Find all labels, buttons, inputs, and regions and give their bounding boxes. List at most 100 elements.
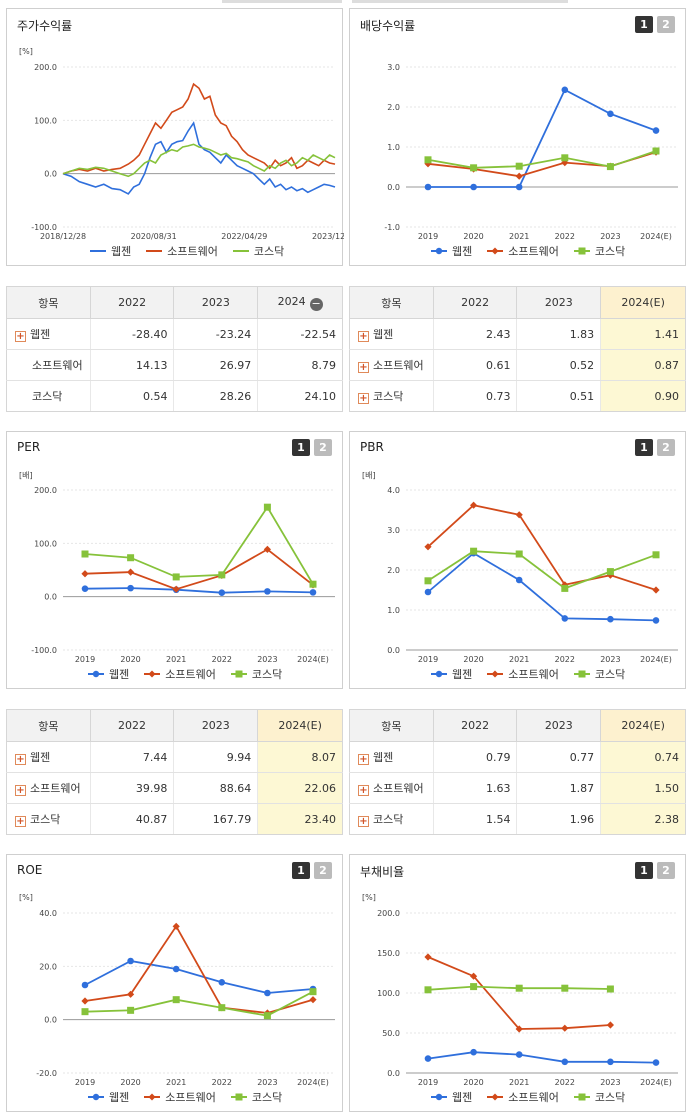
- legend-item[interactable]: 웹젠: [430, 243, 472, 259]
- expand-plus-icon[interactable]: +: [358, 393, 369, 404]
- legend-item[interactable]: 코스닥: [230, 666, 282, 682]
- legend-label: 코스닥: [251, 668, 283, 681]
- series-point-webzen: [515, 576, 523, 584]
- y-tick-label: 0.0: [387, 1069, 400, 1078]
- legend-item[interactable]: 코스닥: [573, 1089, 625, 1105]
- unit-label: [%]: [19, 47, 33, 56]
- row-name-cell: + 웹젠: [349, 318, 434, 350]
- legend-item[interactable]: 웹젠: [89, 243, 131, 259]
- table-pbr: 항목 2022 2023 2024(E) + 웹젠 0.79 0.77 0.74 + 소프트…: [349, 709, 686, 835]
- legend-item[interactable]: 코스닥: [573, 666, 625, 682]
- col-header-item: 항목: [6, 286, 91, 319]
- value-cell: 88.64: [173, 772, 259, 804]
- y-tick-label: 3.0: [387, 63, 400, 72]
- expand-plus-icon[interactable]: +: [358, 331, 369, 342]
- legend-item[interactable]: 웹젠: [430, 1089, 472, 1105]
- x-tick-label: 2022: [212, 1078, 232, 1087]
- series-line-0: [62, 121, 336, 195]
- chart-panel-stock-return: 주가수익률 [%] 200.0 100.0 0.0 -100.0 2018/12/28 2…: [6, 8, 344, 266]
- expand-plus-icon[interactable]: +: [358, 816, 369, 827]
- legend-item[interactable]: 소프트웨어: [143, 1089, 216, 1105]
- series-point-webzen: [172, 965, 180, 973]
- row-name-cell: + 웹젠: [6, 318, 91, 350]
- legend-marker-icon: [573, 670, 590, 678]
- y-tick-label: 2.0: [387, 103, 400, 112]
- legend-item[interactable]: 소프트웨어: [145, 243, 218, 259]
- legend-item[interactable]: 코스닥: [573, 243, 625, 259]
- series-point-kosdaq: [652, 551, 660, 559]
- chart-toggle-2-button[interactable]: 2: [314, 439, 332, 456]
- chart-toggle-1-button[interactable]: 1: [292, 439, 310, 456]
- y-tick-label: -100.0: [31, 646, 57, 655]
- value-cell: 0.79: [432, 741, 518, 773]
- y-tick-label: 200.0: [377, 909, 400, 918]
- legend-marker-icon: [144, 670, 161, 678]
- unit-label: [배]: [362, 471, 376, 480]
- legend-marker-icon: [144, 1093, 161, 1101]
- value-cell: 167.79: [173, 803, 259, 835]
- expand-plus-icon[interactable]: +: [15, 331, 26, 342]
- expand-plus-icon[interactable]: +: [15, 785, 26, 796]
- y-tick-label: 0.0: [44, 593, 57, 602]
- series-point-webzen: [561, 86, 569, 94]
- series-point-kosdaq: [652, 147, 660, 155]
- chart-toggle-2-button[interactable]: 2: [657, 16, 675, 33]
- value-cell: 8.79: [257, 349, 343, 381]
- legend-item[interactable]: 소프트웨어: [486, 243, 559, 259]
- col-header-2024: 2024−: [257, 286, 343, 319]
- legend-marker-icon: [230, 1093, 247, 1101]
- x-tick-label: 2020: [463, 1078, 483, 1087]
- series-point-software: [424, 953, 432, 961]
- series-point-webzen: [218, 979, 226, 986]
- chart-toggle-2-button[interactable]: 2: [657, 862, 675, 879]
- x-tick-label: 2024(E): [297, 1078, 329, 1087]
- expand-plus-icon[interactable]: +: [15, 816, 26, 827]
- chart-panel-debt-ratio: 부채비율 1 2 [%] 200.0 150.0 100.0 50.0 0.0 2019 2…: [349, 854, 686, 1112]
- expand-plus-icon[interactable]: +: [358, 785, 369, 796]
- legend-marker-icon: [90, 250, 106, 252]
- expand-plus-icon[interactable]: +: [358, 362, 369, 373]
- legend-item[interactable]: 소프트웨어: [486, 666, 559, 682]
- value-cell: 2.43: [432, 318, 518, 350]
- legend-item[interactable]: 코스닥: [230, 1089, 282, 1105]
- legend-item[interactable]: 웹젠: [87, 1089, 129, 1105]
- legend-item[interactable]: 코스닥: [232, 243, 284, 259]
- y-tick-label: 100.0: [377, 989, 400, 998]
- series-point-software: [81, 997, 89, 1005]
- legend-item[interactable]: 웹젠: [430, 666, 472, 682]
- col-header-2022: 2022: [89, 709, 175, 742]
- collapse-minus-icon[interactable]: −: [309, 296, 323, 311]
- chart-legend: 웹젠 소프트웨어 코스닥: [430, 666, 625, 682]
- row-name-label: 웹젠: [373, 328, 394, 341]
- legend-marker-icon: [146, 250, 163, 252]
- legend-item[interactable]: 웹젠: [87, 666, 129, 682]
- expand-plus-icon[interactable]: +: [358, 754, 369, 765]
- expand-plus-icon[interactable]: +: [15, 754, 26, 765]
- row-name-label: 웹젠: [30, 751, 51, 764]
- value-cell: 7.44: [89, 741, 175, 773]
- y-tick-label: 20.0: [39, 962, 57, 971]
- series-point-kosdaq: [470, 983, 478, 991]
- legend-marker-icon: [487, 247, 504, 255]
- value-cell: 0.74: [600, 741, 686, 773]
- x-tick-label: 2022: [212, 655, 232, 664]
- series-line-1: [84, 924, 314, 1014]
- row-name-cell: + 소프트웨어: [349, 349, 434, 381]
- value-cell: 0.52: [516, 349, 602, 381]
- chart-toggle-1-button[interactable]: 1: [635, 862, 653, 879]
- chart-toggle-2-button[interactable]: 2: [657, 439, 675, 456]
- series-line-2: [62, 143, 336, 178]
- legend-label: 웹젠: [452, 245, 473, 258]
- legend-item[interactable]: 소프트웨어: [143, 666, 216, 682]
- legend-label: 코스닥: [594, 1091, 626, 1104]
- x-tick-label: 2021: [166, 1078, 186, 1087]
- chart-svg: 200.0 150.0 100.0 50.0 0.0 2019 2020 2021 2022 20…: [377, 909, 678, 1087]
- y-tick-label: 200.0: [34, 486, 57, 495]
- chart-toggle-2-button[interactable]: 2: [314, 862, 332, 879]
- chart-toggle-1-button[interactable]: 1: [635, 439, 653, 456]
- chart-toggle-1-button[interactable]: 1: [635, 16, 653, 33]
- legend-item[interactable]: 소프트웨어: [486, 1089, 559, 1105]
- chart-legend: 웹젠 소프트웨어 코스닥: [87, 1089, 282, 1105]
- chart-toggle-1-button[interactable]: 1: [292, 862, 310, 879]
- series-point-kosdaq: [81, 1008, 89, 1016]
